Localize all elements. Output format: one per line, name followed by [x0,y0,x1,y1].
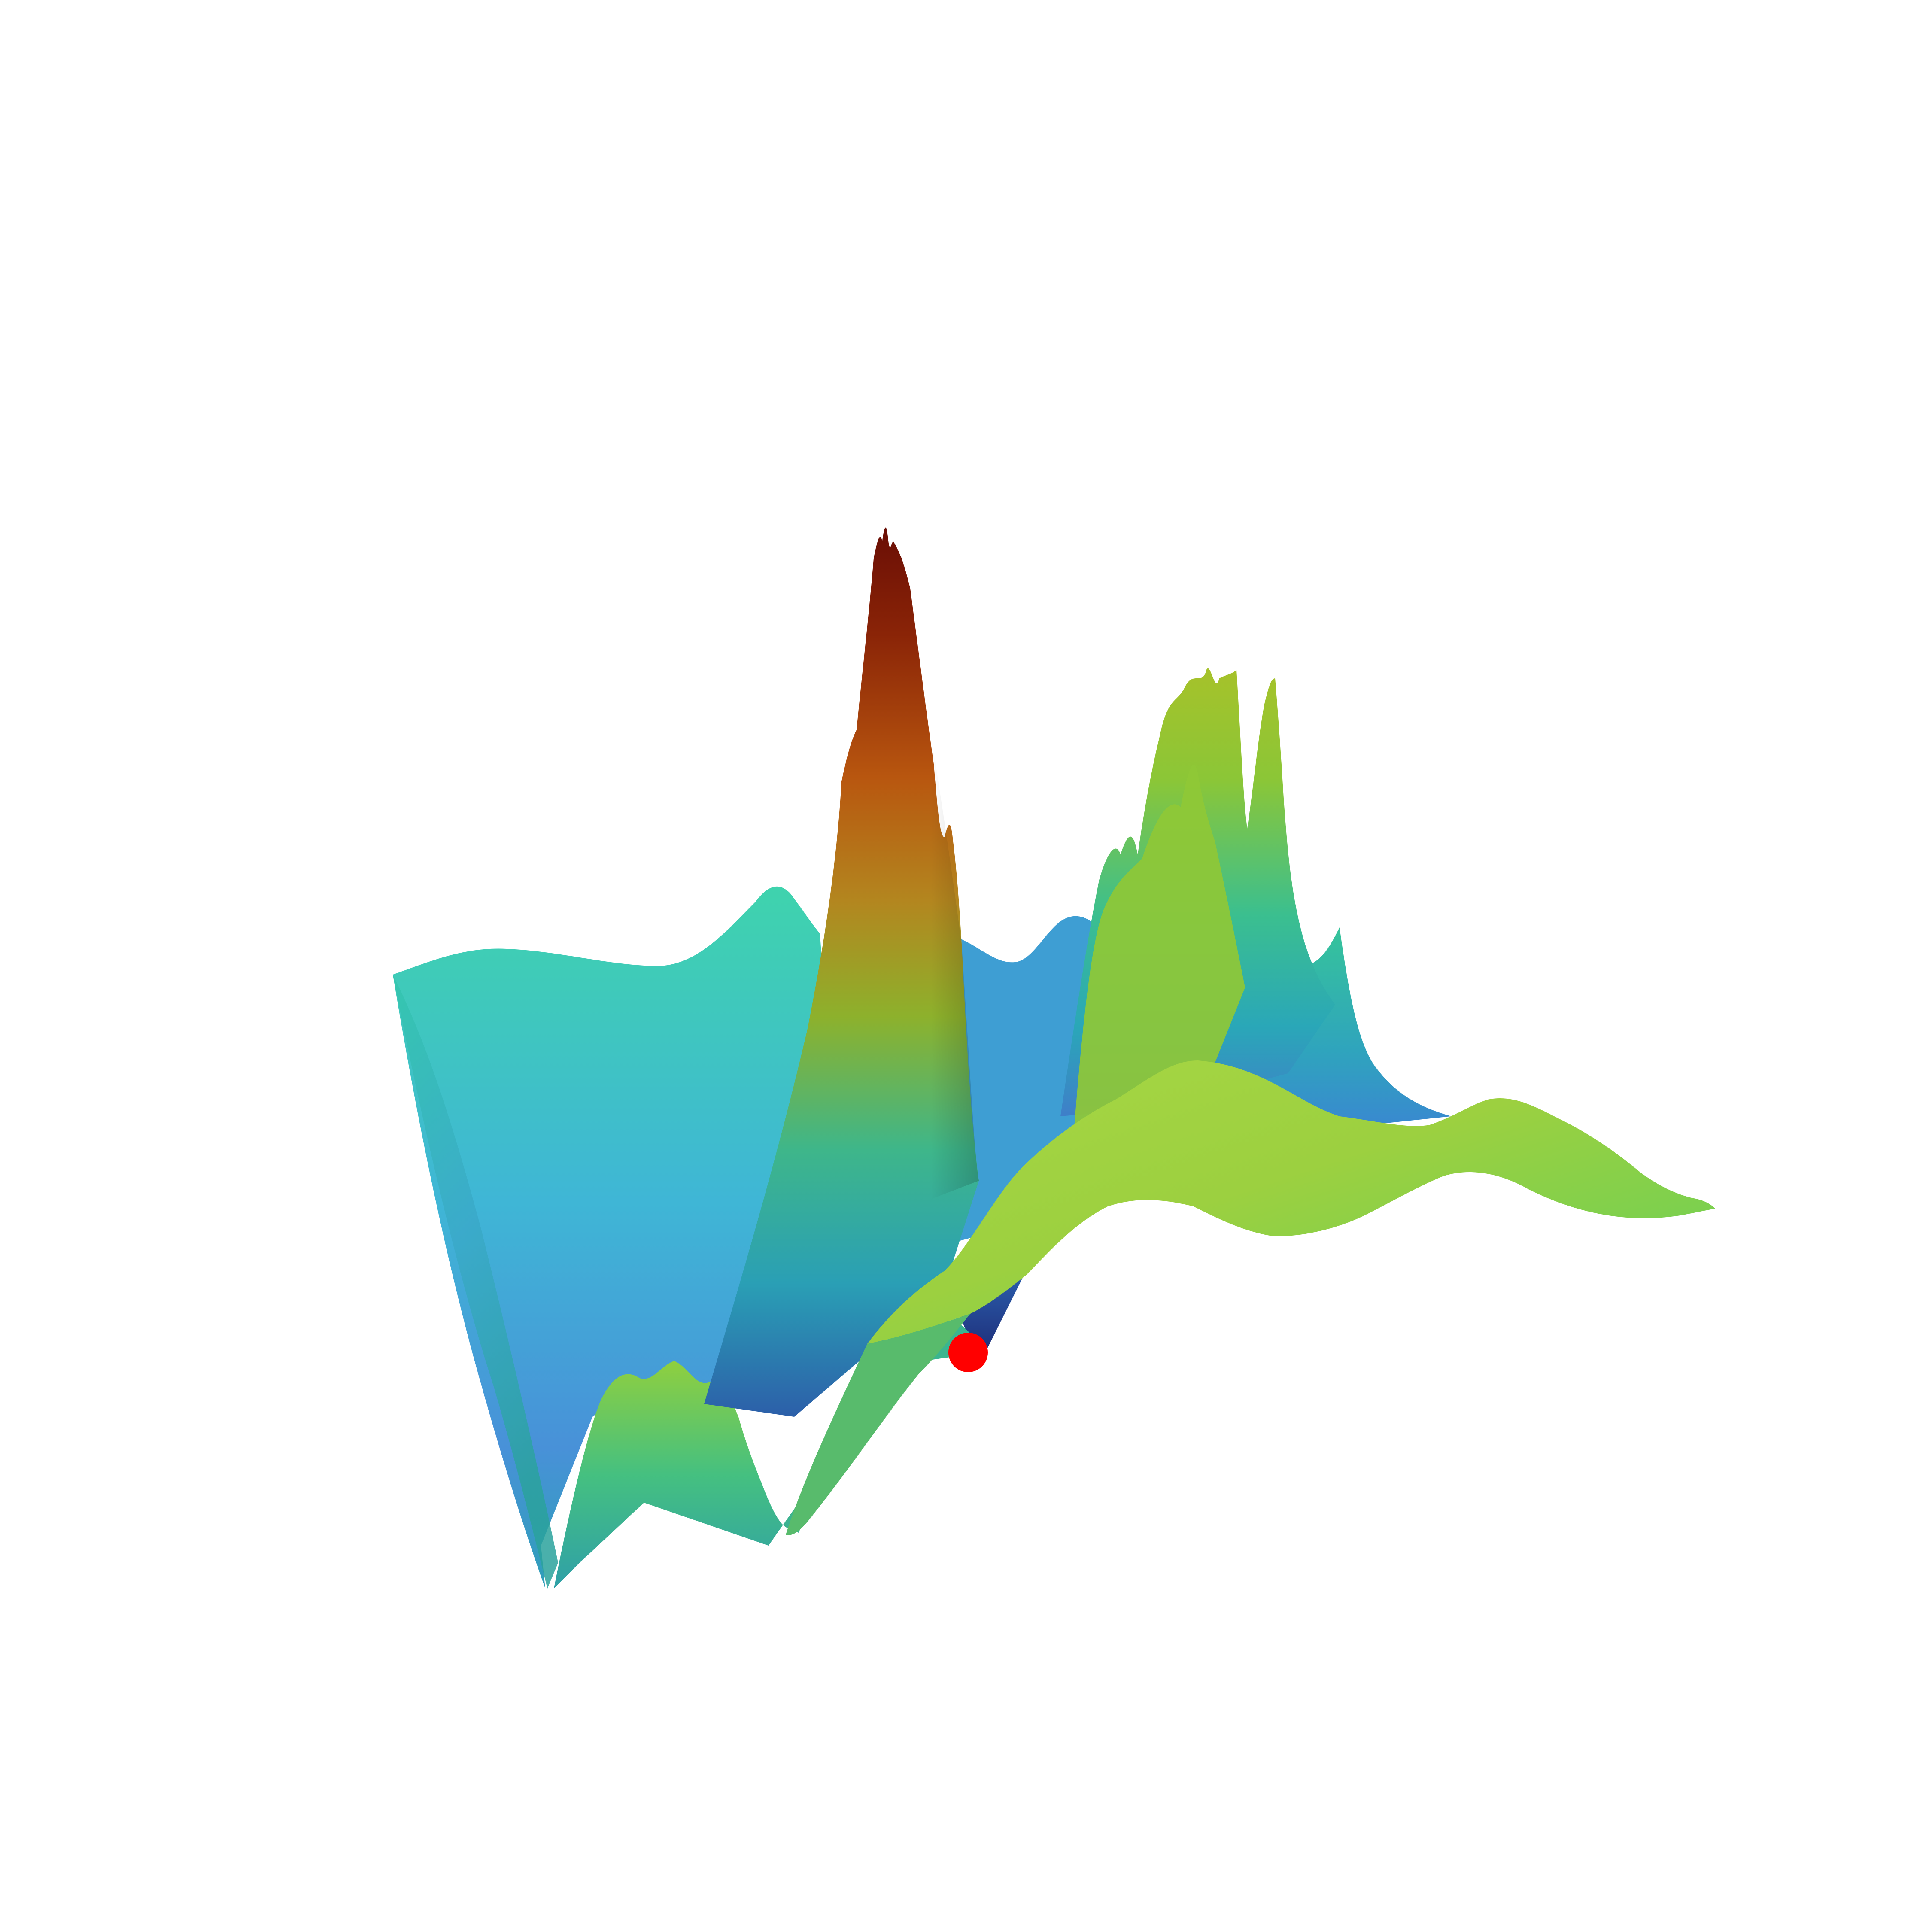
front-ridge-surface [867,1060,1715,1344]
front-slope-surface [786,1314,970,1535]
minimum-point [948,1333,988,1372]
main-peak-shade [859,541,979,1202]
left-wall-shade [393,975,558,1589]
inner-peak-surface [1073,764,1245,1138]
lower-left-ridge [554,1361,859,1589]
